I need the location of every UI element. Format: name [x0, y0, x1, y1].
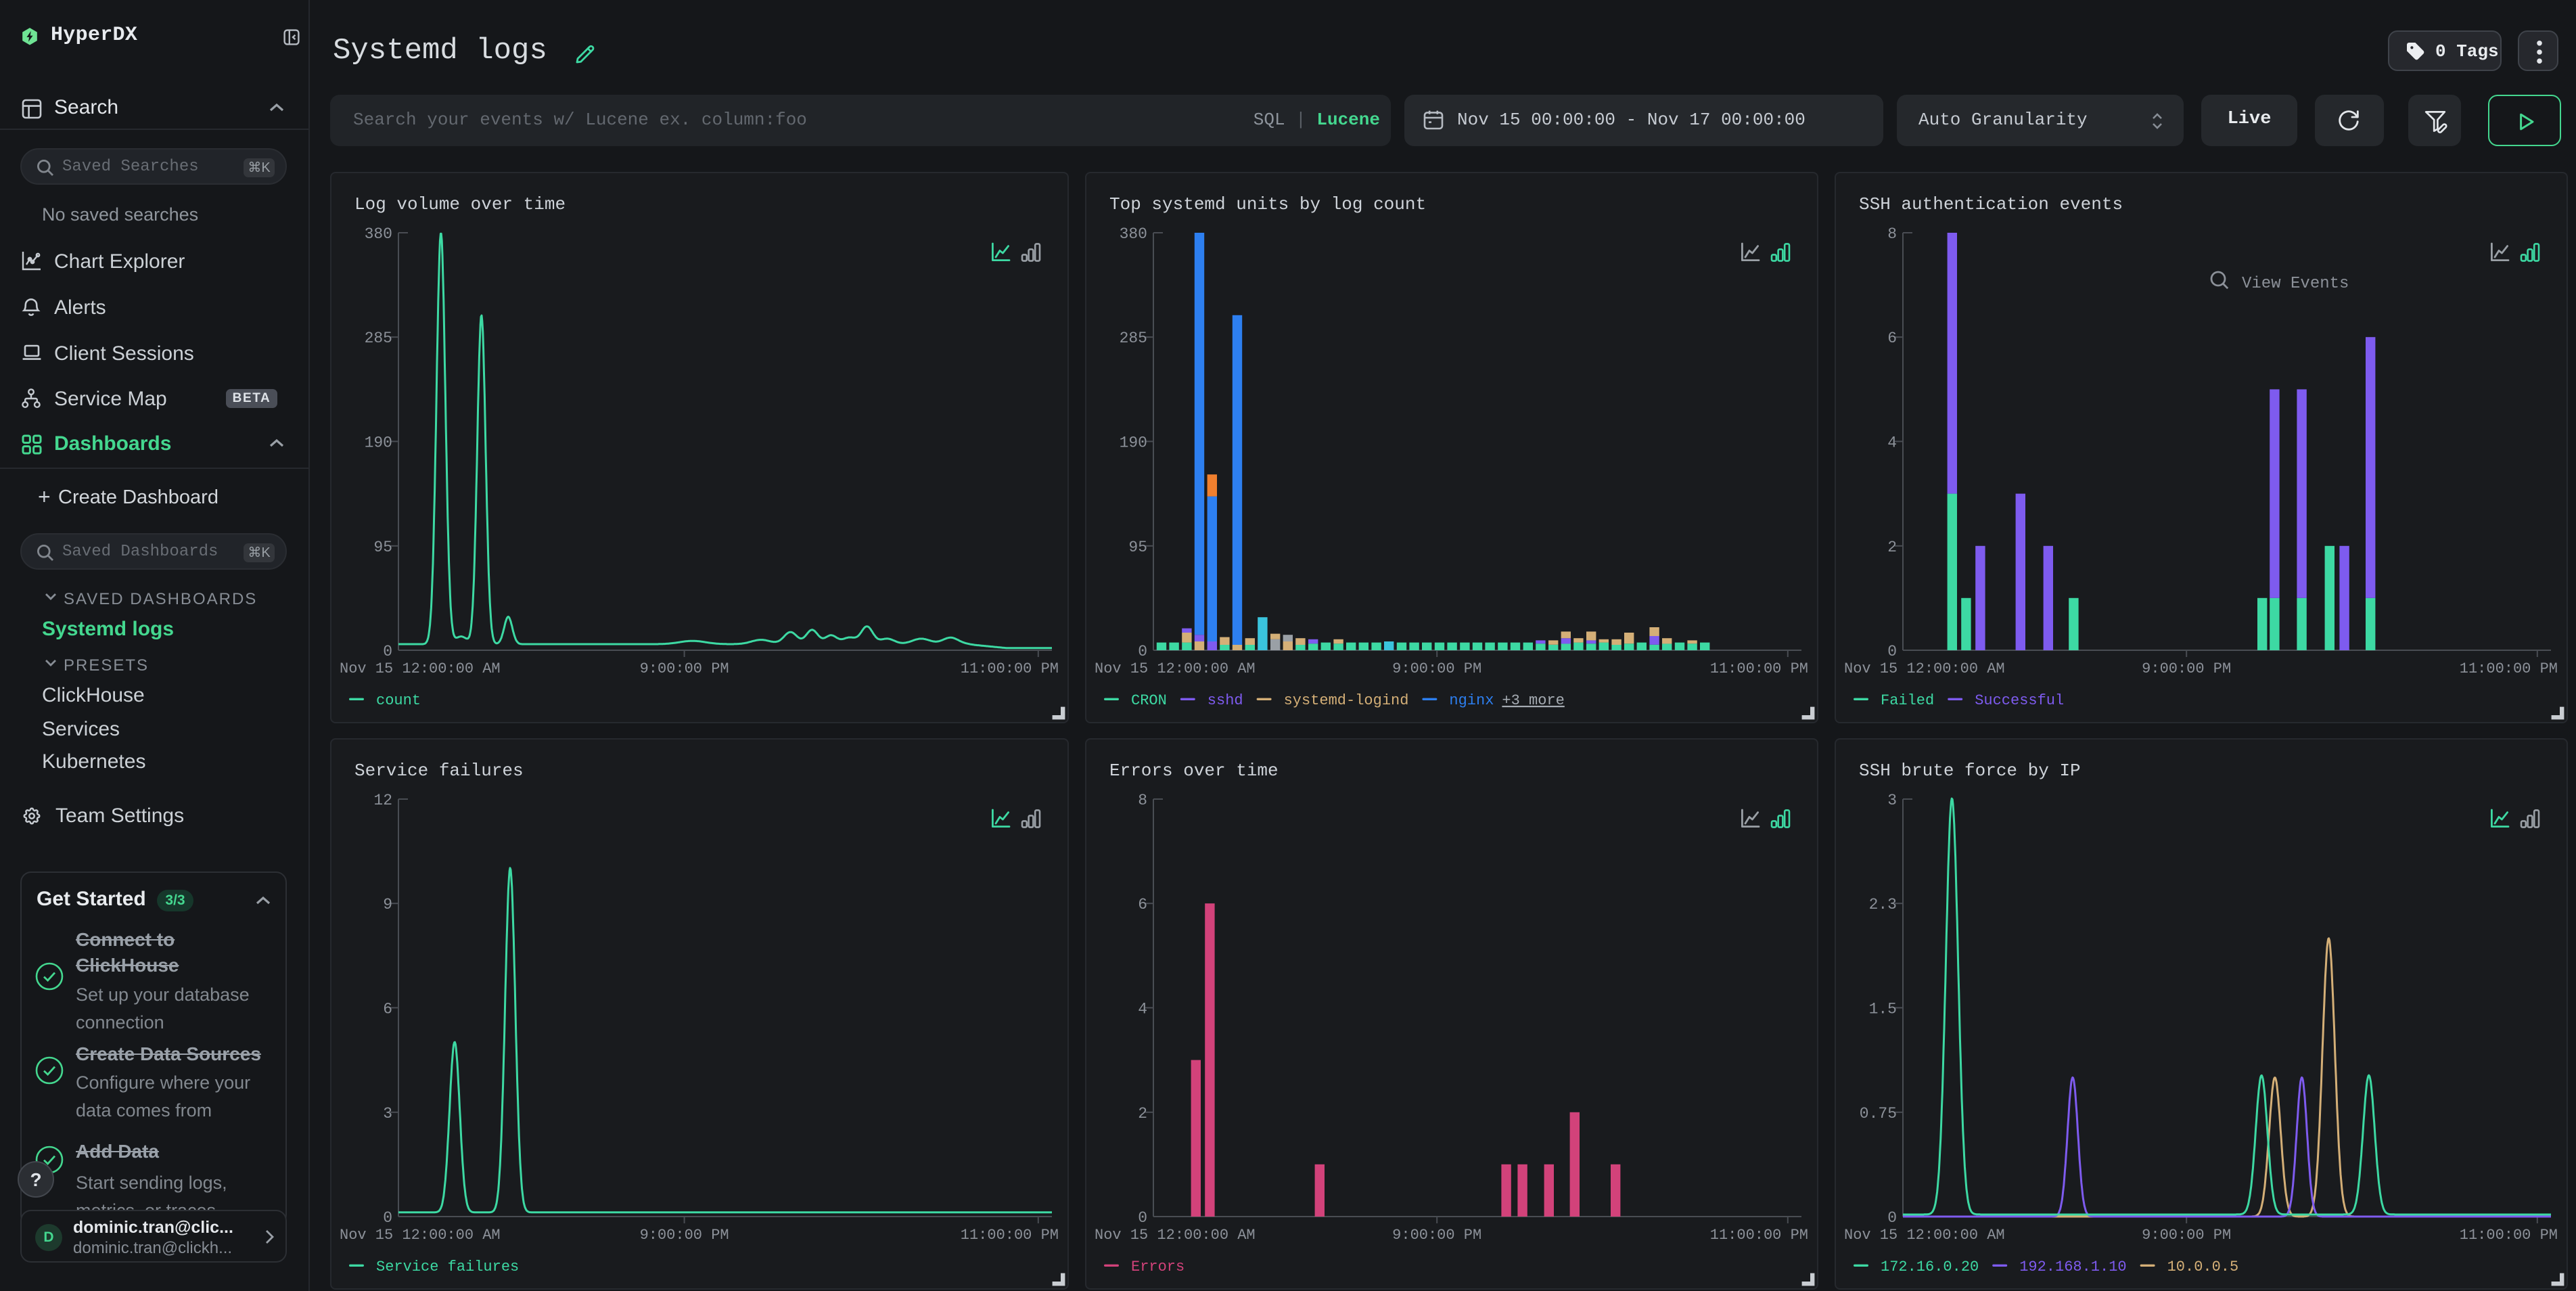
svg-text:1.5: 1.5 [1869, 1000, 1897, 1018]
svg-text:6: 6 [1138, 896, 1147, 913]
svg-text:9:00:00 PM: 9:00:00 PM [2142, 1227, 2231, 1244]
svg-text:Nov 15 12:00:00 AM: Nov 15 12:00:00 AM [1844, 1227, 2005, 1244]
svg-text:2: 2 [1138, 1105, 1147, 1123]
svg-text:9:00:00 PM: 9:00:00 PM [1392, 1227, 1481, 1244]
svg-text:sshd: sshd [1208, 692, 1243, 709]
svg-text:9:00:00 PM: 9:00:00 PM [640, 660, 729, 677]
svg-text:View Events: View Events [2242, 275, 2349, 293]
svg-text:count: count [376, 692, 421, 709]
svg-text:Nov 15 12:00:00 AM: Nov 15 12:00:00 AM [340, 1227, 501, 1244]
svg-text:0: 0 [1138, 1209, 1147, 1227]
svg-text:6: 6 [1887, 330, 1897, 347]
svg-text:172.16.0.20: 172.16.0.20 [1881, 1259, 1979, 1275]
svg-text:8: 8 [1138, 792, 1147, 809]
svg-text:Successful: Successful [1975, 692, 2064, 709]
svg-text:3: 3 [383, 1105, 392, 1123]
svg-text:Nov 15 12:00:00 AM: Nov 15 12:00:00 AM [340, 660, 501, 677]
svg-text:11:00:00 PM: 11:00:00 PM [961, 660, 1059, 677]
svg-text:11:00:00 PM: 11:00:00 PM [1710, 1227, 1808, 1244]
svg-text:9:00:00 PM: 9:00:00 PM [640, 1227, 729, 1244]
svg-text:Service failures: Service failures [354, 761, 524, 781]
svg-text:0: 0 [383, 643, 392, 660]
svg-text:11:00:00 PM: 11:00:00 PM [2460, 1227, 2558, 1244]
svg-text:nginx: nginx [1449, 692, 1494, 709]
svg-text:Failed: Failed [1881, 692, 1934, 709]
svg-text:190: 190 [1120, 434, 1147, 451]
svg-text:0: 0 [1138, 643, 1147, 660]
svg-text:6: 6 [383, 1000, 392, 1018]
svg-text:285: 285 [365, 330, 392, 347]
svg-text:95: 95 [1128, 539, 1147, 556]
svg-text:Top systemd units by log count: Top systemd units by log count [1109, 194, 1426, 214]
svg-text:11:00:00 PM: 11:00:00 PM [2460, 660, 2558, 677]
svg-text:systemd-logind: systemd-logind [1284, 692, 1409, 709]
svg-text:11:00:00 PM: 11:00:00 PM [961, 1227, 1059, 1244]
svg-text:0: 0 [383, 1209, 392, 1227]
svg-text:95: 95 [373, 539, 392, 556]
svg-text:Errors: Errors [1131, 1259, 1184, 1275]
svg-text:0: 0 [1887, 643, 1897, 660]
svg-text:11:00:00 PM: 11:00:00 PM [1710, 660, 1808, 677]
svg-text:285: 285 [1120, 330, 1147, 347]
svg-text:Nov 15 12:00:00 AM: Nov 15 12:00:00 AM [1095, 1227, 1256, 1244]
svg-text:Nov 15 12:00:00 AM: Nov 15 12:00:00 AM [1095, 660, 1256, 677]
svg-text:+3 more: +3 more [1502, 692, 1564, 709]
svg-text:380: 380 [365, 225, 392, 243]
svg-text:9:00:00 PM: 9:00:00 PM [2142, 660, 2231, 677]
svg-text:Log volume over time: Log volume over time [354, 194, 566, 214]
svg-text:380: 380 [1120, 225, 1147, 243]
svg-text:192.168.1.10: 192.168.1.10 [2019, 1259, 2126, 1275]
svg-text:12: 12 [373, 792, 392, 809]
svg-text:Nov 15 12:00:00 AM: Nov 15 12:00:00 AM [1844, 660, 2005, 677]
svg-text:9: 9 [383, 896, 392, 913]
svg-text:0: 0 [1887, 1209, 1897, 1227]
svg-text:10.0.0.5: 10.0.0.5 [2167, 1259, 2239, 1275]
svg-text:Errors over time: Errors over time [1109, 761, 1279, 781]
svg-text:9:00:00 PM: 9:00:00 PM [1392, 660, 1481, 677]
svg-text:2.3: 2.3 [1869, 896, 1897, 913]
svg-text:2: 2 [1887, 539, 1897, 556]
svg-text:SSH authentication events: SSH authentication events [1859, 194, 2123, 214]
svg-text:190: 190 [365, 434, 392, 451]
svg-text:SSH brute force by IP: SSH brute force by IP [1859, 761, 2081, 781]
svg-text:0.75: 0.75 [1860, 1105, 1897, 1123]
svg-text:Service failures: Service failures [376, 1259, 519, 1275]
svg-text:4: 4 [1138, 1000, 1147, 1018]
svg-text:CRON: CRON [1131, 692, 1167, 709]
svg-text:8: 8 [1887, 225, 1897, 243]
svg-text:3: 3 [1887, 792, 1897, 809]
svg-text:4: 4 [1887, 434, 1897, 451]
